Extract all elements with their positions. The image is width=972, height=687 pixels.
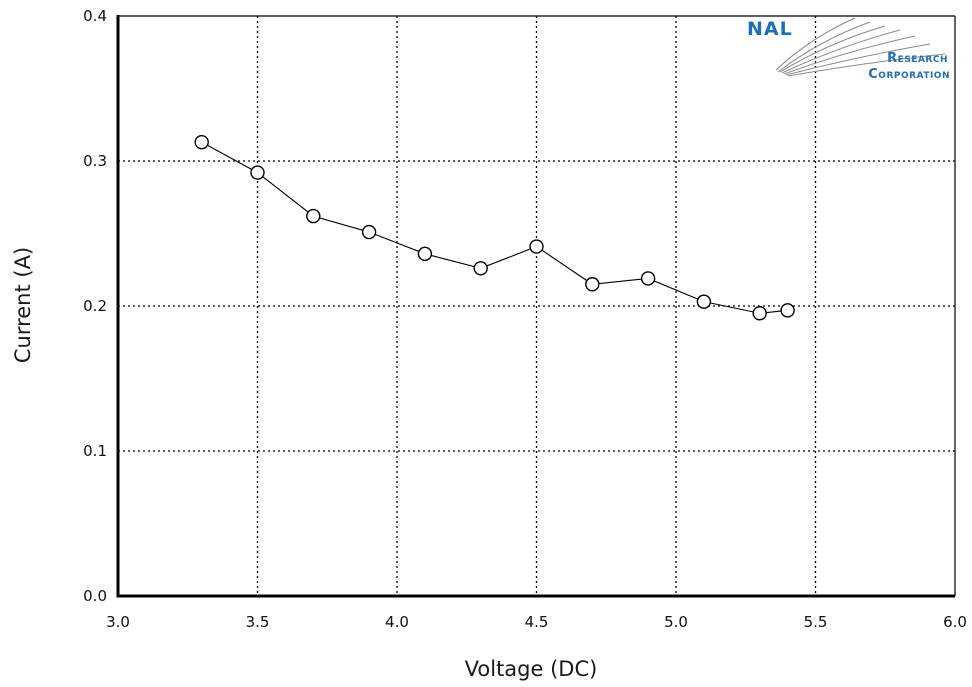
data-point bbox=[529, 239, 544, 254]
x-tick-labels: 3.0 3.5 4.0 4.5 5.0 5.5 6.0 bbox=[106, 613, 967, 631]
x-axis-title: Voltage (DC) bbox=[465, 657, 598, 681]
y-tick-label: 0.2 bbox=[83, 297, 107, 315]
data-point bbox=[780, 303, 795, 318]
x-tick-label: 4.5 bbox=[525, 613, 549, 631]
x-tick-label: 5.5 bbox=[804, 613, 828, 631]
data-point bbox=[306, 208, 321, 224]
data-point bbox=[473, 261, 488, 276]
y-tick-label: 0.1 bbox=[83, 442, 107, 460]
grid bbox=[118, 16, 955, 596]
x-tick-label: 4.0 bbox=[385, 613, 409, 631]
y-tick-label: 0.0 bbox=[83, 587, 107, 605]
y-tick-label: 0.3 bbox=[83, 152, 107, 170]
y-axis-title: Current (A) bbox=[11, 247, 35, 363]
data-point bbox=[585, 277, 600, 292]
x-tick-label: 3.0 bbox=[106, 613, 130, 631]
x-tick-label: 6.0 bbox=[943, 613, 967, 631]
logo-line3: Corporation bbox=[868, 67, 950, 82]
logo-line1: NAL bbox=[747, 18, 793, 40]
logo-swoosh-icon bbox=[775, 17, 946, 77]
y-tick-label: 0.4 bbox=[83, 7, 107, 25]
series-line bbox=[201, 141, 788, 314]
data-point bbox=[417, 246, 433, 262]
data-point bbox=[696, 294, 712, 309]
x-tick-label: 3.5 bbox=[246, 613, 270, 631]
data-point bbox=[752, 306, 767, 321]
y-tick-labels: 0.0 0.1 0.2 0.3 0.4 bbox=[83, 7, 107, 605]
data-point bbox=[194, 134, 209, 150]
x-tick-label: 5.0 bbox=[664, 613, 688, 631]
plot-frame bbox=[116, 15, 956, 598]
series bbox=[194, 134, 795, 321]
data-point bbox=[250, 165, 265, 180]
logo-line2: Research bbox=[887, 51, 948, 66]
nal-logo: NAL Research Corporation bbox=[747, 17, 950, 82]
data-point bbox=[640, 271, 656, 286]
data-point bbox=[361, 224, 377, 240]
